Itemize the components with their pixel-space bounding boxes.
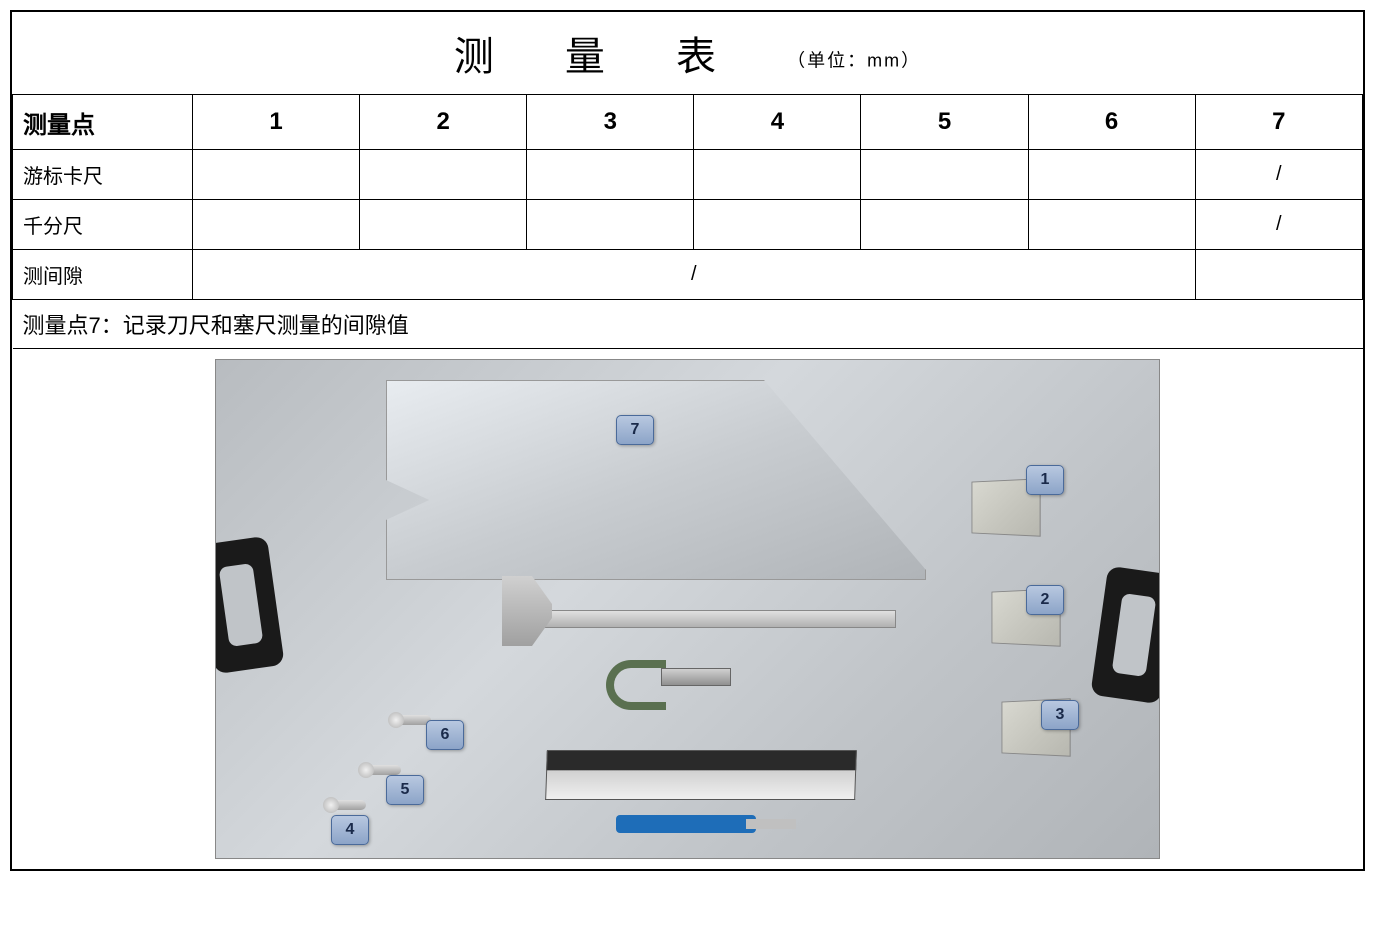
header-row: 测量点 1 2 3 4 5 6 7	[13, 95, 1363, 150]
col-3: 3	[527, 95, 694, 150]
marker-3: 3	[1041, 700, 1079, 730]
marker-5: 5	[386, 775, 424, 805]
unit-label: （单位：mm）	[787, 50, 921, 70]
vernier-6	[1028, 150, 1195, 200]
knife-ruler-tool	[545, 750, 857, 800]
note-row: 测量点7：记录刀尺和塞尺测量的间隙值	[13, 300, 1363, 349]
vernier-7: /	[1195, 150, 1362, 200]
col-7: 7	[1195, 95, 1362, 150]
vernier-5	[861, 150, 1028, 200]
micrometer-tool	[606, 650, 736, 710]
vernier-1	[193, 150, 360, 200]
vernier-row: 游标卡尺 /	[13, 150, 1363, 200]
vernier-label: 游标卡尺	[13, 150, 193, 200]
note-text: 测量点7：记录刀尺和塞尺测量的间隙值	[13, 300, 1363, 349]
micrometer-label: 千分尺	[13, 200, 193, 250]
vernier-2	[360, 150, 527, 200]
pin-4	[331, 800, 366, 810]
micrometer-7: /	[1195, 200, 1362, 250]
marker-6: 6	[426, 720, 464, 750]
measurement-table-container: 测 量 表 （单位：mm） 测量点 1 2 3 4 5 6 7 游标卡尺 / 千…	[10, 10, 1365, 871]
marker-4: 4	[331, 815, 369, 845]
col-6: 6	[1028, 95, 1195, 150]
marker-7: 7	[616, 415, 654, 445]
header-label: 测量点	[13, 95, 193, 150]
pin-5	[366, 765, 401, 775]
vernier-3	[527, 150, 694, 200]
micrometer-6	[1028, 200, 1195, 250]
sheet-metal-part	[386, 380, 926, 580]
feeler-gauge-tool	[616, 815, 756, 833]
gap-7	[1195, 250, 1362, 300]
gap-label: 测间隙	[13, 250, 193, 300]
micrometer-5	[861, 200, 1028, 250]
col-2: 2	[360, 95, 527, 150]
gap-merged: /	[193, 250, 1196, 300]
col-5: 5	[861, 95, 1028, 150]
image-row: 1 2 3 4 5 6 7	[13, 349, 1363, 870]
plate-handle-right	[1090, 566, 1160, 704]
plate-handle-left	[215, 536, 285, 674]
measurement-photo: 1 2 3 4 5 6 7	[215, 359, 1160, 859]
title-row: 测 量 表 （单位：mm）	[13, 12, 1363, 95]
vernier-caliper-tool	[516, 610, 896, 628]
col-1: 1	[193, 95, 360, 150]
measurement-table: 测 量 表 （单位：mm） 测量点 1 2 3 4 5 6 7 游标卡尺 / 千…	[12, 12, 1363, 869]
gap-row: 测间隙 /	[13, 250, 1363, 300]
marker-1: 1	[1026, 465, 1064, 495]
micrometer-3	[527, 200, 694, 250]
micrometer-row: 千分尺 /	[13, 200, 1363, 250]
micrometer-2	[360, 200, 527, 250]
vernier-4	[694, 150, 861, 200]
micrometer-4	[694, 200, 861, 250]
table-title: 测 量 表	[454, 35, 746, 79]
col-4: 4	[694, 95, 861, 150]
marker-2: 2	[1026, 585, 1064, 615]
micrometer-1	[193, 200, 360, 250]
